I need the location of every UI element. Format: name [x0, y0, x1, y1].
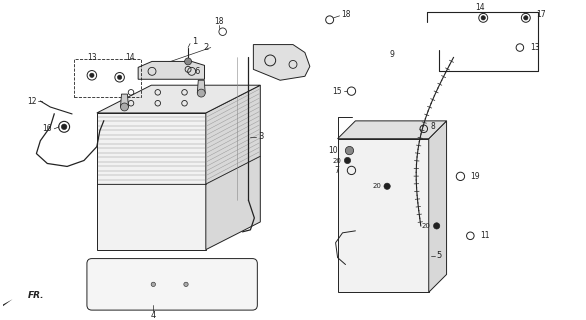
Circle shape: [481, 16, 485, 20]
Text: 20: 20: [422, 223, 431, 229]
Text: 8: 8: [431, 122, 435, 131]
Circle shape: [524, 16, 528, 20]
Circle shape: [185, 58, 192, 65]
Polygon shape: [0, 299, 13, 318]
Text: FR.: FR.: [28, 291, 44, 300]
Text: 15: 15: [332, 87, 342, 96]
Text: 19: 19: [471, 172, 480, 181]
Text: 10: 10: [328, 146, 338, 155]
Text: 1: 1: [192, 37, 197, 46]
Text: 16: 16: [43, 124, 52, 133]
Bar: [74, 60, 141, 97]
Text: 7: 7: [335, 166, 339, 175]
Polygon shape: [338, 121, 447, 139]
Circle shape: [197, 89, 205, 97]
Circle shape: [121, 103, 128, 111]
Text: 12: 12: [27, 97, 36, 106]
Text: 2: 2: [203, 43, 209, 52]
Text: 17: 17: [536, 10, 546, 20]
Circle shape: [151, 282, 155, 286]
Text: 11: 11: [481, 231, 490, 240]
Text: 18: 18: [214, 17, 223, 26]
Text: 5: 5: [437, 251, 442, 260]
Polygon shape: [197, 80, 205, 93]
Polygon shape: [206, 85, 260, 250]
Text: 13: 13: [530, 43, 540, 52]
Polygon shape: [121, 94, 128, 107]
Text: 14: 14: [475, 4, 485, 12]
Circle shape: [117, 75, 122, 79]
Text: 20: 20: [372, 183, 381, 189]
Polygon shape: [138, 61, 205, 79]
Text: 14: 14: [125, 53, 134, 62]
Polygon shape: [97, 113, 206, 250]
FancyBboxPatch shape: [87, 259, 257, 310]
Text: 6: 6: [194, 67, 199, 76]
Circle shape: [345, 147, 353, 155]
Circle shape: [345, 157, 350, 164]
Text: 4: 4: [151, 310, 156, 320]
Polygon shape: [253, 44, 310, 80]
Polygon shape: [97, 85, 260, 113]
Text: 3: 3: [258, 132, 264, 141]
Circle shape: [434, 223, 440, 229]
Polygon shape: [429, 121, 447, 292]
Circle shape: [184, 282, 188, 286]
Text: 13: 13: [87, 53, 97, 62]
Circle shape: [384, 183, 390, 189]
Text: 9: 9: [389, 50, 394, 59]
Circle shape: [62, 124, 67, 130]
Polygon shape: [338, 139, 429, 292]
Text: 18: 18: [342, 10, 351, 20]
Circle shape: [90, 73, 94, 77]
Text: 20: 20: [333, 157, 342, 164]
